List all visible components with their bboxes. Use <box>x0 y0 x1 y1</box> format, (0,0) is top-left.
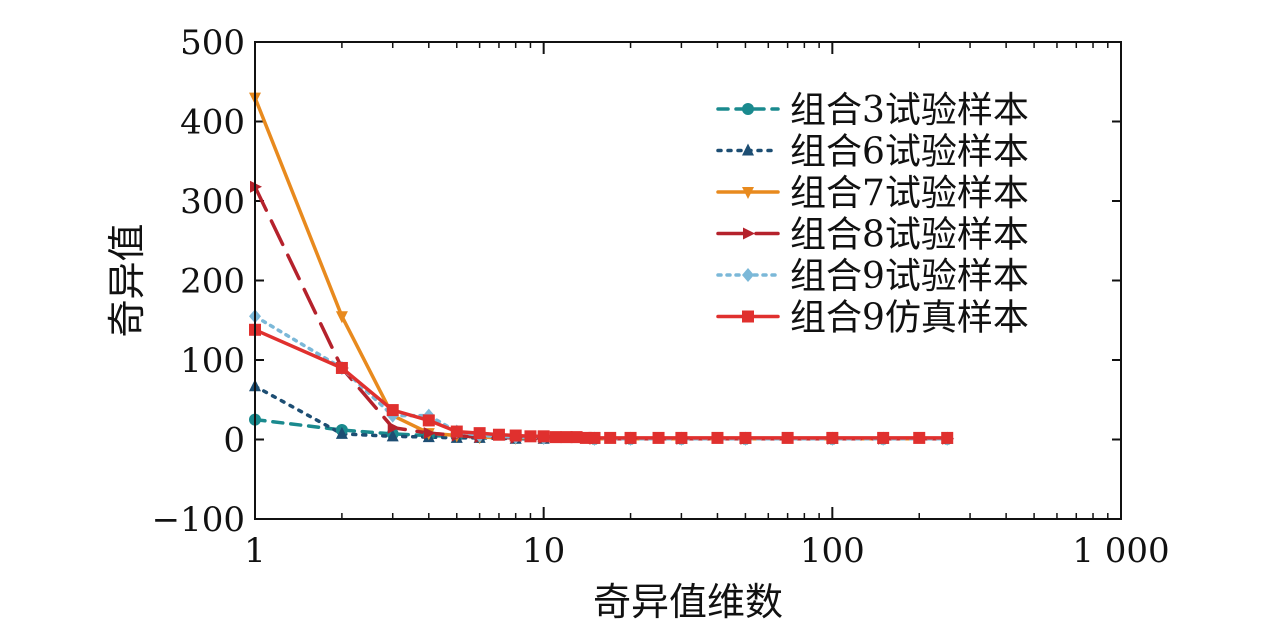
y-tick-label: 200 <box>180 262 245 302</box>
x-tick-label: 100 <box>800 531 865 571</box>
data-point-s4 <box>423 427 436 440</box>
data-point-s6 <box>913 431 926 444</box>
series-markers <box>249 92 955 446</box>
data-point-s6 <box>675 431 688 444</box>
data-point-s6 <box>549 431 562 444</box>
data-point-s6 <box>335 361 348 374</box>
legend-marker-4 <box>743 227 755 240</box>
data-point-s6 <box>941 431 954 444</box>
data-point-s6 <box>588 431 601 444</box>
legend-label-2: 组合6试验样本 <box>790 132 1029 173</box>
data-point-s6 <box>422 414 435 427</box>
legend-marker-5 <box>742 268 754 282</box>
y-tick-label: −100 <box>152 500 245 540</box>
x-tick-label: 10 <box>522 531 565 571</box>
data-point-s6 <box>492 428 505 441</box>
data-point-s2 <box>335 426 348 439</box>
y-tick-label: 300 <box>180 182 245 222</box>
data-point-s6 <box>570 431 583 444</box>
legend-label-1: 组合3试验样本 <box>790 90 1029 131</box>
tick-labels: −100 0 100 200 300 400 500 1 10 100 1 000 <box>152 23 1170 571</box>
legend: 组合3试验样本组合6试验样本组合7试验样本组合8试验样本组合9试验样本组合9仿真… <box>716 90 1029 339</box>
data-point-s6 <box>473 427 486 440</box>
legend-label-3: 组合7试验样本 <box>790 173 1029 214</box>
data-point-s6 <box>524 430 537 443</box>
series-line-1 <box>253 417 949 441</box>
data-point-s4 <box>387 421 400 434</box>
legend-marker-2 <box>742 143 754 156</box>
y-tick-label: 100 <box>180 341 245 381</box>
legend-label-5: 组合9试验样本 <box>790 256 1029 297</box>
y-tick-label: 0 <box>223 421 245 461</box>
data-point-s6 <box>624 431 637 444</box>
data-point-s6 <box>537 430 550 443</box>
series-line-2 <box>253 384 949 441</box>
data-point-s6 <box>877 431 890 444</box>
legend-marker-1 <box>742 103 754 115</box>
x-axis-title: 奇异值维数 <box>593 580 783 624</box>
x-tick-label: 1 000 <box>1072 531 1169 571</box>
data-point-s6 <box>652 431 665 444</box>
y-axis-title: 奇异值 <box>105 223 149 337</box>
data-point-s6 <box>826 431 839 444</box>
data-point-s3 <box>335 311 348 324</box>
data-point-s6 <box>509 429 522 442</box>
x-tick-label: 1 <box>244 531 266 571</box>
data-point-s6 <box>450 425 463 438</box>
legend-label-6: 组合9仿真样本 <box>790 298 1029 339</box>
legend-marker-3 <box>742 187 754 199</box>
y-tick-label: 400 <box>180 103 245 143</box>
data-point-s6 <box>560 431 573 444</box>
plot-frame <box>254 41 1122 520</box>
data-point-s6 <box>739 431 752 444</box>
data-point-s6 <box>604 431 617 444</box>
data-point-s6 <box>711 431 724 444</box>
y-tick-label: 500 <box>180 23 245 63</box>
data-point-s6 <box>781 431 794 444</box>
legend-label-4: 组合8试验样本 <box>790 215 1029 256</box>
legend-marker-6 <box>742 310 754 323</box>
data-point-s6 <box>386 404 399 417</box>
data-point-s2 <box>386 429 399 442</box>
